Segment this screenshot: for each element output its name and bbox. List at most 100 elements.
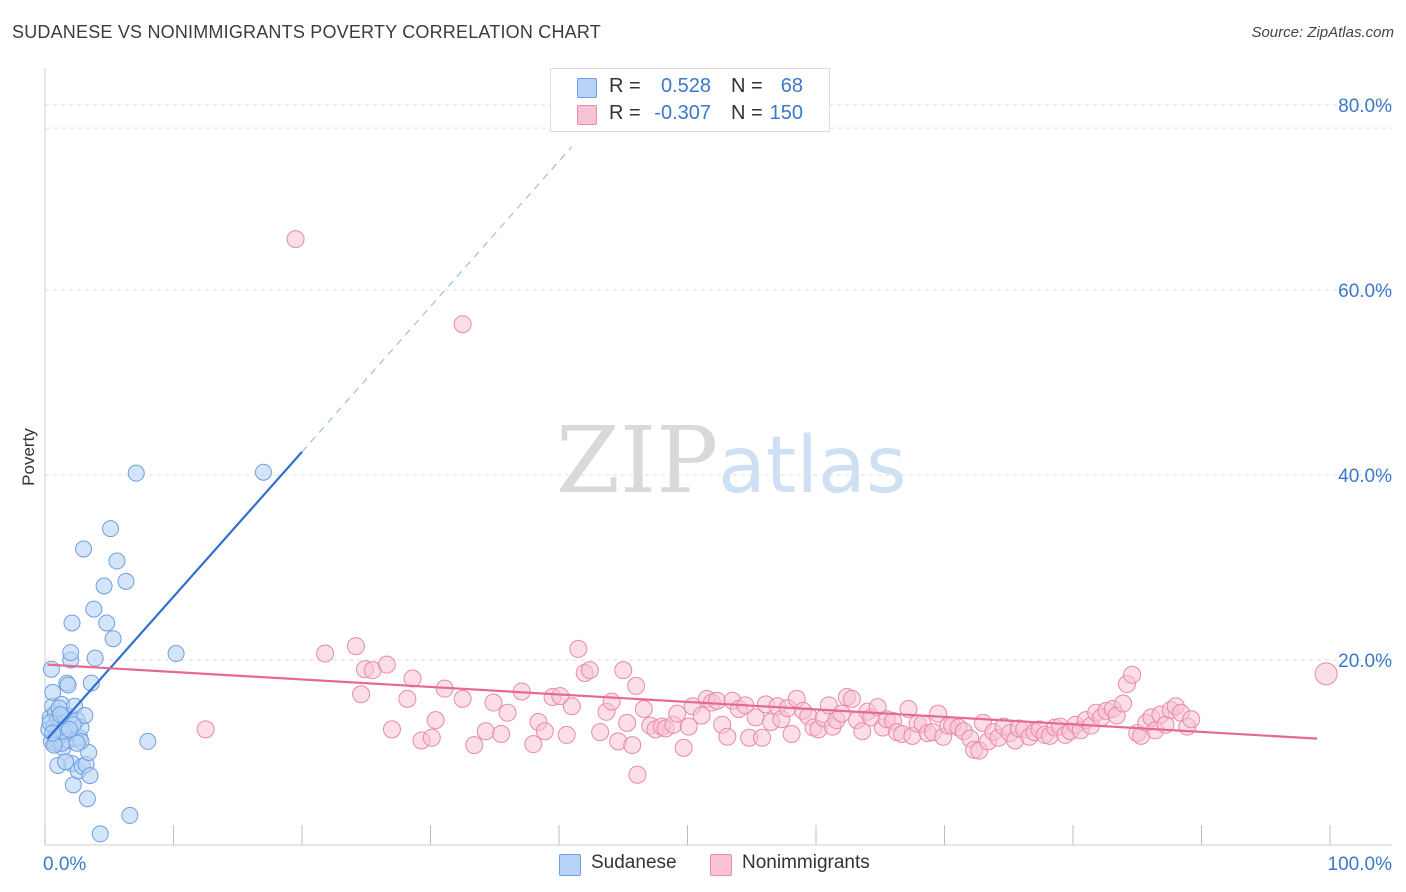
- sudanese-point: [42, 660, 60, 678]
- nonimmigrants-point: [899, 700, 918, 719]
- nonimmigrants-point: [602, 692, 621, 711]
- sudanese-point: [95, 577, 113, 595]
- nonimmigrants-point: [426, 711, 445, 730]
- sudanese-point: [62, 644, 80, 662]
- r-label: R =: [609, 75, 641, 97]
- sudanese-n-value: 68: [780, 75, 803, 97]
- nonimmigrants-point: [465, 736, 484, 755]
- sudanese-point: [91, 825, 109, 843]
- nonimmigrants-point: [398, 689, 417, 708]
- tick-labels: 20.0% 40.0% 60.0% 80.0% 0.0% 100.0%: [43, 96, 1392, 875]
- sudanese-point: [121, 806, 139, 824]
- nonimmigrants-point: [708, 691, 727, 710]
- sudanese-point: [51, 706, 69, 724]
- nonimmigrants-point: [403, 669, 422, 688]
- sudanese-point: [68, 734, 86, 752]
- r-label: R =: [609, 102, 641, 124]
- y-tick-label: 20.0%: [1338, 651, 1392, 672]
- sudanese-point: [117, 572, 135, 590]
- sudanese-point: [75, 540, 93, 558]
- nonimmigrants-point: [196, 720, 215, 739]
- nonimmigrants-points: [47, 230, 1338, 784]
- sudanese-point: [86, 649, 104, 667]
- nonimmigrants-point: [498, 703, 517, 722]
- sudanese-legend-swatch: [559, 854, 581, 876]
- x-tick-label: 100.0%: [1328, 854, 1393, 875]
- y-tick-label: 80.0%: [1338, 96, 1392, 117]
- nonimmigrants-point: [674, 738, 693, 757]
- nonimmigrants-point: [352, 685, 371, 704]
- sudanese-point: [167, 645, 185, 663]
- nonimmigrants-point: [557, 725, 576, 744]
- nonimmigrants-point: [627, 676, 646, 695]
- nonimmigrants-point: [524, 735, 543, 754]
- chart-title: SUDANESE VS NONIMMIGRANTS POVERTY CORREL…: [12, 22, 601, 42]
- x-tick-label: 0.0%: [43, 854, 86, 875]
- nonimmigrants-point: [492, 725, 511, 743]
- nonimmigrants-point: [562, 697, 581, 716]
- nonimmigrants-point: [591, 723, 610, 742]
- sudanese-point: [78, 790, 96, 808]
- grid: [45, 104, 1392, 661]
- nonimmigrants-point: [634, 700, 653, 719]
- nonimmigrants-trend-line: [47, 663, 1318, 740]
- nonimmigrants-point: [346, 637, 365, 656]
- sudanese-point: [63, 614, 81, 632]
- sudanese-r-value: 0.528: [660, 75, 711, 97]
- nonimmigrants-point: [316, 644, 335, 663]
- nonimmigrants-legend-swatch: [710, 854, 732, 876]
- nonimmigrants-point: [832, 704, 851, 723]
- watermark-zip: ZIP: [556, 407, 718, 514]
- nonimmigrants-point: [377, 655, 396, 674]
- sudanese-trend-line-extension: [301, 146, 573, 453]
- nonimmigrants-point: [569, 639, 588, 658]
- sudanese-point: [85, 600, 103, 618]
- sudanese-point: [108, 552, 126, 570]
- sudanese-point: [82, 674, 100, 692]
- nonimmigrants-point: [628, 765, 647, 784]
- chart-source: Source: ZipAtlas.com: [1251, 24, 1394, 41]
- watermark-atlas: atlas: [718, 421, 907, 511]
- sudanese-swatch: [577, 78, 597, 98]
- stats-legend: R = 0.528 N = 68 R = -0.307 N = 150: [550, 68, 830, 132]
- sudanese-point: [57, 753, 75, 771]
- sudanese-point: [254, 463, 272, 481]
- nonimmigrants-point: [692, 706, 711, 725]
- sudanese-point: [76, 707, 94, 724]
- nonimmigrants-point: [453, 689, 472, 708]
- nonimmigrants-point: [623, 736, 642, 755]
- sudanese-point: [60, 720, 78, 738]
- n-label: N =: [731, 102, 763, 124]
- y-axis-label: Poverty: [19, 428, 38, 486]
- nonimmigrants-point: [718, 727, 737, 746]
- nonimmigrants-point: [535, 722, 554, 741]
- nonimmigrants-point: [614, 661, 633, 680]
- nonimmigrants-point: [668, 704, 687, 723]
- nonimmigrants-point: [618, 713, 637, 732]
- nonimmigrants-point: [580, 661, 599, 680]
- sudanese-point: [102, 520, 120, 538]
- nonimmigrants-point: [842, 689, 861, 708]
- sudanese-point: [104, 630, 122, 648]
- sudanese-point: [98, 614, 116, 632]
- sudanese-points: [40, 451, 303, 843]
- sudanese-point: [59, 676, 77, 694]
- nonimmigrants-point: [1114, 694, 1133, 713]
- nonimmigrants-point: [422, 728, 441, 747]
- nonimmigrants-point: [853, 722, 872, 741]
- n-label: N =: [731, 75, 763, 97]
- nonimmigrants-point: [782, 725, 801, 743]
- nonimmigrants-r-value: -0.307: [654, 102, 711, 124]
- stats-legend-row-sudanese: R = 0.528 N = 68: [551, 75, 829, 101]
- nonimmigrants-point: [868, 698, 887, 717]
- nonimmigrants-point: [753, 728, 772, 747]
- nonimmigrants-point: [286, 230, 305, 249]
- sudanese-point: [44, 683, 62, 701]
- sudanese-legend-label: Sudanese: [591, 852, 677, 873]
- nonimmigrants-point: [679, 717, 698, 736]
- nonimmigrants-point: [484, 693, 503, 712]
- nonimmigrants-point: [1182, 710, 1201, 729]
- nonimmigrants-point: [929, 704, 948, 723]
- nonimmigrants-n-value: 150: [769, 102, 803, 124]
